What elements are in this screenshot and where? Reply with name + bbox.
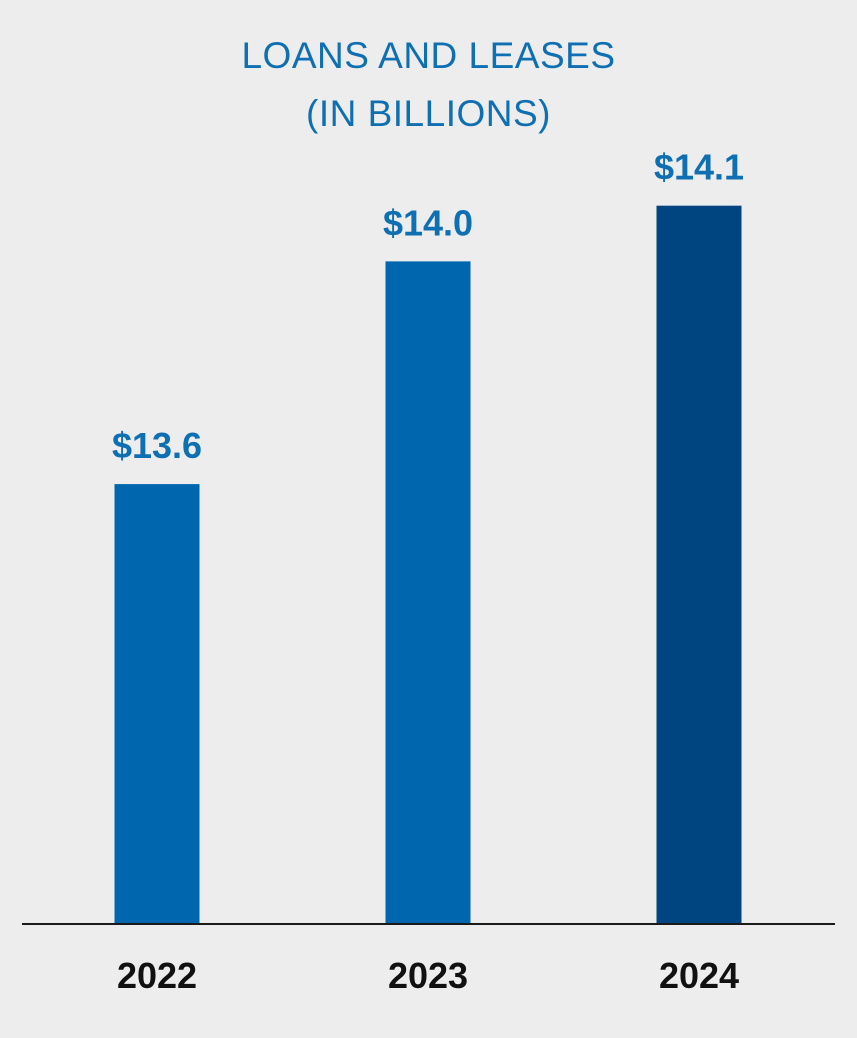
chart-title: LOANS AND LEASES (241, 35, 616, 76)
category-label-2022: 2022 (117, 955, 197, 996)
value-label-2023: $14.0 (383, 202, 473, 243)
category-label-2023: 2023 (388, 955, 468, 996)
value-label-2024: $14.1 (654, 147, 744, 188)
bar-2022 (114, 484, 200, 924)
value-label-2022: $13.6 (112, 425, 202, 466)
bar-2023 (385, 261, 471, 924)
bar-2024 (656, 205, 742, 924)
category-label-2024: 2024 (659, 955, 739, 996)
chart-subtitle: (IN BILLIONS) (306, 93, 551, 134)
